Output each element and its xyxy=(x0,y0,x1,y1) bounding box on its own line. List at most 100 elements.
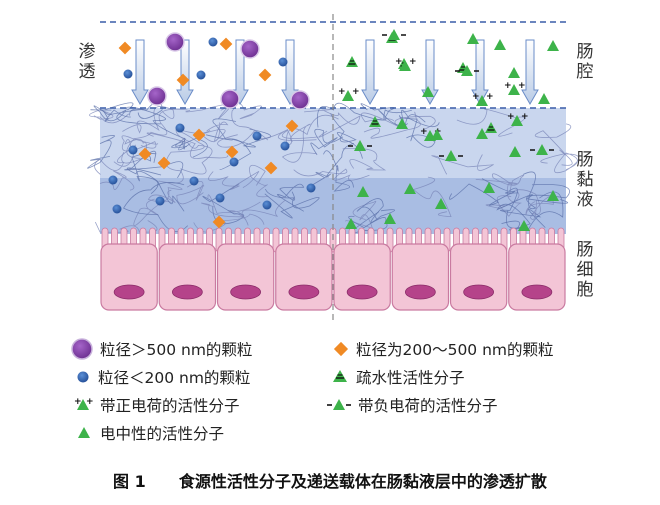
epithelial-cell xyxy=(391,243,450,311)
small-particle xyxy=(306,183,316,193)
diffusion-arrow xyxy=(361,39,379,106)
diffusion-arrow xyxy=(131,39,149,106)
mucus-fiber xyxy=(496,194,568,229)
positive-molecule xyxy=(511,115,523,126)
positive-charge-mark: + xyxy=(420,127,428,137)
mucus-fiber xyxy=(122,106,175,134)
cell-nucleus xyxy=(404,284,436,300)
mucus-diffusion-diagram: ++++++++++++ xyxy=(87,14,580,322)
neutral-molecule xyxy=(508,67,520,78)
neutral-molecule xyxy=(431,129,443,140)
mucus-fiber xyxy=(94,144,136,175)
negative-molecule-icon xyxy=(327,399,351,410)
legend-hydrophobic: 疏水性活性分子 xyxy=(330,366,465,388)
positive-molecule-icon: + + xyxy=(74,397,94,410)
small-particle xyxy=(123,69,133,79)
small-particle xyxy=(229,157,239,167)
mucus-fiber xyxy=(356,198,396,223)
diamond-particle-icon xyxy=(333,341,349,357)
mucus-fiber xyxy=(176,180,205,205)
mucus-fiber xyxy=(201,199,286,218)
legend-positive-label: 带正电荷的活性分子 xyxy=(100,397,240,415)
neutral-molecule xyxy=(518,220,530,231)
neutral-molecule xyxy=(547,190,559,201)
neutral-molecule xyxy=(483,182,495,193)
neutral-molecule xyxy=(509,146,521,157)
mucus-fiber xyxy=(121,135,158,152)
figure-title: 食源性活性分子及递送载体在肠黏液层中的渗透扩散 xyxy=(178,472,547,491)
medium-particle xyxy=(219,37,233,51)
neutral-molecule xyxy=(476,128,488,139)
large-particle xyxy=(220,89,240,109)
mucus-fiber xyxy=(121,139,147,164)
legend-negative: 带负电荷的活性分子 xyxy=(326,394,498,416)
positive-charge-mark: + xyxy=(504,81,512,91)
large-particle-icon xyxy=(71,338,93,360)
large-particle xyxy=(165,32,185,52)
neutral-molecule xyxy=(422,86,434,97)
diffusion-arrow xyxy=(176,39,194,106)
mucus-fiber xyxy=(249,164,268,198)
epithelial-cell xyxy=(158,243,217,311)
label-lumen: 肠腔 xyxy=(576,42,594,82)
mucus-fiber xyxy=(342,147,387,171)
figure-caption: 图 1 食源性活性分子及递送载体在肠黏液层中的渗透扩散 xyxy=(0,468,660,492)
medium-particle xyxy=(285,119,299,133)
mucus-fiber xyxy=(217,102,262,120)
neutral-molecule xyxy=(396,118,408,129)
positive-molecule xyxy=(476,95,488,106)
medium-particle xyxy=(176,73,190,87)
negative-molecule xyxy=(445,150,457,161)
mucus-fiber xyxy=(133,198,172,226)
mucus-fiber xyxy=(523,171,571,210)
mucus-fiber xyxy=(208,170,260,190)
mucus-fiber xyxy=(87,135,115,169)
positive-charge-mark: + xyxy=(521,112,529,122)
mucus-fiber xyxy=(431,154,494,175)
small-particle xyxy=(208,37,218,47)
medium-particle xyxy=(212,215,226,229)
mucus-fiber xyxy=(264,188,320,219)
cell-nucleus xyxy=(521,284,553,300)
particles: ++++++++++++ xyxy=(108,29,559,231)
mucus-fiber xyxy=(281,123,317,163)
small-particle xyxy=(196,70,206,80)
medium-particle xyxy=(138,147,152,161)
mucus-fiber xyxy=(360,103,412,119)
epithelial-cell xyxy=(275,243,333,311)
legend-neutral-label: 电中性的活性分子 xyxy=(100,425,225,443)
positive-charge-mark: + xyxy=(472,92,480,102)
mucus-fiber xyxy=(93,105,161,125)
small-particle xyxy=(280,141,290,151)
negative-molecule xyxy=(461,65,473,76)
mucus-fiber xyxy=(317,102,408,128)
small-particle xyxy=(262,200,272,210)
mucus-fiber xyxy=(129,108,191,151)
mucus-fiber xyxy=(310,128,344,156)
small-particle-icon xyxy=(77,371,89,383)
mucus-fiber xyxy=(90,109,131,122)
neutral-molecule xyxy=(547,40,559,51)
legend-neutral: 电中性的活性分子 xyxy=(74,422,224,444)
positive-charge-mark: + xyxy=(507,112,515,122)
legend-medium-particle-label: 粒径为200～500 nm的颗粒 xyxy=(356,341,554,359)
mucus-fiber xyxy=(485,189,541,215)
mucus-fiber xyxy=(293,168,370,181)
small-particle xyxy=(215,193,225,203)
positive-molecule xyxy=(508,84,520,95)
mucus-fiber xyxy=(202,183,245,225)
cell-nucleus xyxy=(463,284,495,300)
large-particle xyxy=(147,86,167,106)
neutral-molecule xyxy=(494,39,506,50)
label-mucus: 肠黏液 xyxy=(576,150,594,210)
mucus-fiber xyxy=(104,100,163,119)
positive-charge-mark: + xyxy=(409,57,417,67)
mucus-fiber xyxy=(345,200,377,230)
small-particle xyxy=(278,57,288,67)
mucus-fiber xyxy=(217,129,317,148)
mucus-fiber xyxy=(412,176,452,218)
medium-particle xyxy=(157,156,171,170)
positive-charge-mark: + xyxy=(338,87,346,97)
epithelial-cell xyxy=(508,243,566,311)
epithelial-cell xyxy=(216,243,275,311)
